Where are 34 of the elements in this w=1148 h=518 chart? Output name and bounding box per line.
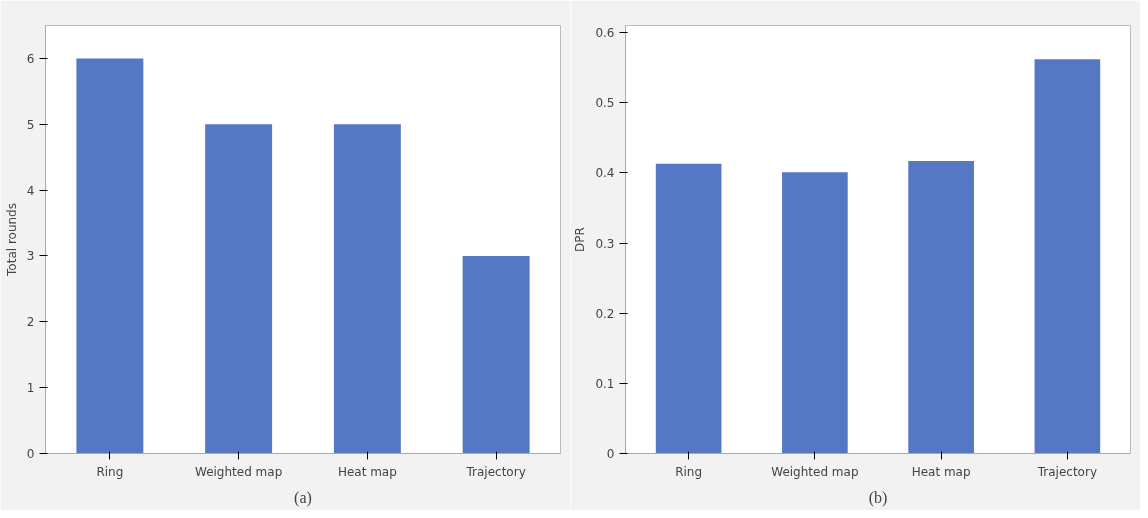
y-tick-label: 0.5	[595, 96, 615, 111]
y-tick-label: 0.3	[595, 236, 615, 251]
bar	[462, 255, 530, 454]
text: (b)	[868, 488, 888, 507]
y-tick-label: 0.6	[595, 26, 615, 41]
x-tick-label: Heat map	[911, 464, 971, 479]
y-tick-label: 0.2	[595, 306, 615, 321]
y-axis-title: Total rounds	[4, 203, 19, 277]
x-tick-label: Ring	[675, 464, 703, 479]
bar	[908, 160, 974, 454]
bar	[1034, 59, 1101, 454]
y-tick-label: 3	[26, 249, 35, 264]
x-tick-label: Trajectory	[465, 464, 526, 479]
x-tick-label: Weighted map	[194, 464, 283, 479]
x-tick-label: Weighted map	[771, 464, 859, 479]
y-axis-title: DPR	[573, 227, 588, 252]
y-tick-label: 1	[26, 381, 35, 396]
y-tick-label: 0	[606, 447, 615, 461]
bar	[76, 58, 144, 454]
bar	[782, 172, 848, 454]
x-tick-label: Trajectory	[1036, 464, 1097, 479]
y-tick-label: 0.4	[595, 166, 615, 181]
y-tick-label: 6	[26, 51, 35, 66]
y-tick-label: 5	[26, 117, 35, 132]
text: (a)	[294, 488, 312, 507]
y-tick-label: 0	[26, 447, 35, 461]
bar	[333, 124, 401, 454]
bar	[205, 124, 273, 454]
x-tick-label: Heat map	[337, 464, 397, 479]
bar	[655, 163, 722, 454]
y-tick-label: 2	[26, 315, 35, 330]
y-tick-label: 0.1	[595, 376, 615, 391]
x-tick-label: Ring	[96, 464, 124, 479]
y-tick-label: 4	[26, 183, 35, 198]
